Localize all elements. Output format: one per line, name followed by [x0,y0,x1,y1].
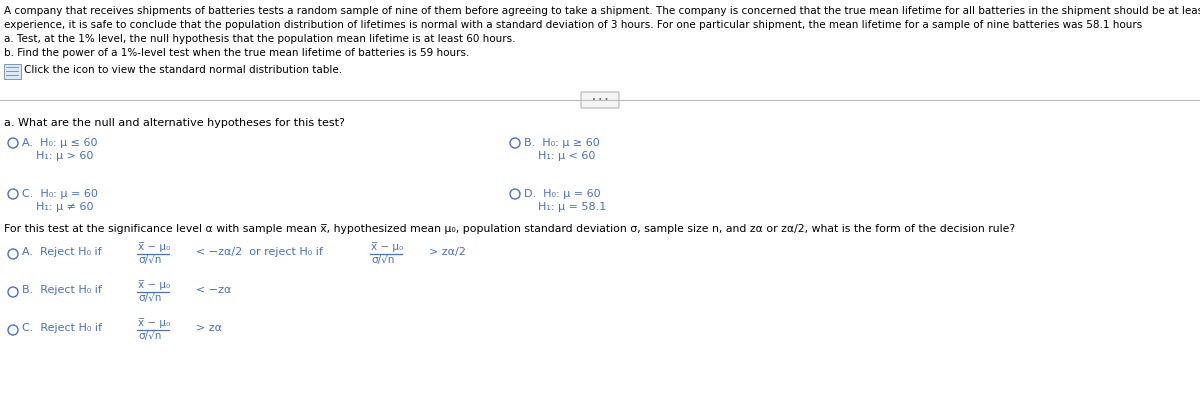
Text: σ/√n: σ/√n [138,294,161,304]
Text: < −zα: < −zα [196,285,232,295]
Text: For this test at the significance level α with sample mean x̅, hypothesized mean: For this test at the significance level … [4,224,1015,234]
Text: • • •: • • • [592,97,608,103]
Text: σ/√n: σ/√n [371,255,395,265]
Text: C.  Reject H₀ if: C. Reject H₀ if [22,323,102,333]
Text: H₁: μ = 58.1: H₁: μ = 58.1 [538,202,606,212]
Text: b. Find the power of a 1%-level test when the true mean lifetime of batteries is: b. Find the power of a 1%-level test whe… [4,48,469,58]
Text: H₁: μ > 60: H₁: μ > 60 [36,151,94,161]
Text: B.  H₀: μ ≥ 60: B. H₀: μ ≥ 60 [524,138,600,148]
Text: x̅ − μ₀: x̅ − μ₀ [138,319,170,329]
Text: A company that receives shipments of batteries tests a random sample of nine of : A company that receives shipments of bat… [4,6,1200,16]
Text: σ/√n: σ/√n [138,255,161,265]
Text: H₁: μ ≠ 60: H₁: μ ≠ 60 [36,202,94,212]
FancyBboxPatch shape [581,92,619,108]
Text: B.  Reject H₀ if: B. Reject H₀ if [22,285,102,295]
Text: x̅ − μ₀: x̅ − μ₀ [138,280,170,290]
Text: a. What are the null and alternative hypotheses for this test?: a. What are the null and alternative hyp… [4,118,344,128]
Text: x̅ − μ₀: x̅ − μ₀ [138,243,170,253]
Text: A.  Reject H₀ if: A. Reject H₀ if [22,247,102,257]
Text: > zα: > zα [196,323,222,333]
FancyBboxPatch shape [4,64,20,79]
Text: C.  H₀: μ = 60: C. H₀: μ = 60 [22,189,98,199]
Text: D.  H₀: μ = 60: D. H₀: μ = 60 [524,189,601,199]
Text: < −zα/2  or reject H₀ if: < −zα/2 or reject H₀ if [196,247,323,257]
Text: a. Test, at the 1% level, the null hypothesis that the population mean lifetime : a. Test, at the 1% level, the null hypot… [4,34,516,44]
Text: A.  H₀: μ ≤ 60: A. H₀: μ ≤ 60 [22,138,97,148]
Text: σ/√n: σ/√n [138,332,161,342]
Text: x̅ − μ₀: x̅ − μ₀ [371,243,403,253]
Text: H₁: μ < 60: H₁: μ < 60 [538,151,595,161]
Text: experience, it is safe to conclude that the population distribution of lifetimes: experience, it is safe to conclude that … [4,20,1142,30]
Text: Click the icon to view the standard normal distribution table.: Click the icon to view the standard norm… [24,65,342,75]
Text: > zα/2: > zα/2 [430,247,466,257]
